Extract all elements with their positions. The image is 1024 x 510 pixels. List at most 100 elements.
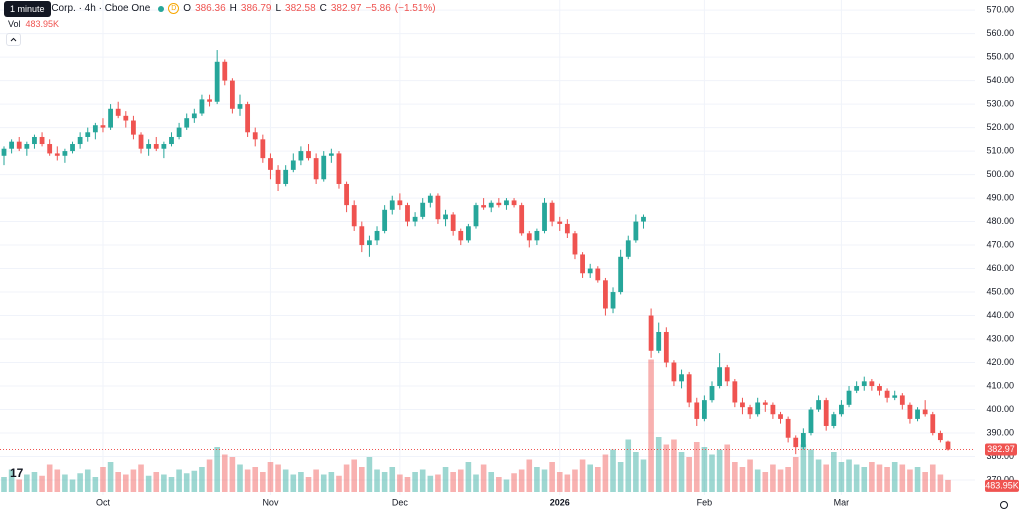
volume-bar [115,472,121,492]
last-price-label: 382.97 [987,444,1015,454]
change-percent: (−1.51%) [394,3,436,14]
symbol-title[interactable]: Microsoft Corp. · 4h · Cboe One [8,3,151,14]
candle-body [488,202,494,208]
volume-bar [914,467,921,492]
candle-body [374,230,380,241]
volume-bar [838,462,845,492]
change: −5.86 [365,3,391,14]
volume-bar [671,439,677,492]
symbol-legend: Microsoft Corp. · 4h · Cboe One D O 386.3… [8,3,436,14]
volume-bar [229,457,236,492]
volume-bar [168,477,175,492]
candle-body [313,158,319,180]
candle-body [839,404,844,415]
candle-body [153,144,159,149]
candle-body [412,216,418,222]
volume-bar [846,459,852,492]
volume-bar [762,472,769,492]
volume-bar [747,459,753,492]
candle-body [435,195,441,220]
candle-body [549,202,555,222]
candle-body [587,268,593,274]
volume-bar [724,444,731,492]
x-tick-label: Mar [834,497,850,507]
candle-body [108,108,113,128]
candle-body [443,214,448,220]
volume-bar [100,467,106,492]
volume-bar [313,469,319,492]
y-tick-label: 480.00 [986,216,1014,226]
candle-body [450,214,456,231]
candle-body [747,407,753,415]
candle-body [481,205,487,208]
ohlc-value: 382.58 [285,3,316,14]
volume-bar [381,472,388,492]
candle-body [138,134,144,149]
candle-body [222,61,228,81]
volume-bar [237,464,243,492]
candle-body [732,381,738,403]
y-tick-label: 570.00 [986,4,1014,14]
volume-bar [252,467,259,492]
volume-bar [922,472,928,492]
volume-bar [24,474,30,492]
candle-body [290,160,296,170]
logo[interactable]: 17 [10,466,24,480]
volume-bar [1,477,7,492]
candle-body [123,115,129,121]
volume-bar [861,467,868,492]
volume-bar [823,464,829,492]
candle-body [252,132,258,140]
candle-body [724,367,730,382]
volume-bar [511,473,517,492]
volume-bar [899,464,906,492]
candle-body [397,200,403,206]
candle-body [755,402,761,415]
volume-bar [465,462,472,492]
x-tick-label: Feb [697,497,713,507]
x-tick-label: Nov [262,497,279,507]
market-status [158,5,165,12]
ohlc-label: L [275,3,282,14]
candle-body [344,183,349,206]
y-tick-label: 460.00 [986,263,1014,273]
candle-body [534,230,540,241]
volume-bar [290,474,297,492]
settings-button[interactable] [1000,501,1008,509]
candle-body [785,418,791,438]
volume-bar [549,462,555,492]
volume-bar [191,470,198,492]
candle-body [146,144,152,149]
ohlc-label: O [183,3,192,14]
candle-body [9,141,15,149]
candle-body [283,169,289,184]
volume-bar [678,452,685,492]
volume-bar [617,462,624,492]
candle-body [24,144,30,149]
candle-body [275,169,281,184]
candle-body [504,200,509,206]
volume-bar [686,457,692,492]
candle-body [846,390,852,405]
last-volume-tag [985,479,1019,492]
collapse-button[interactable] [6,33,21,46]
candle-body [367,240,372,246]
candle-body [770,404,776,415]
candle-body [633,221,639,241]
volume-bar [343,464,350,492]
candle-body [184,118,190,128]
volume-bar [929,464,936,492]
last-price-tag [985,443,1017,456]
volume-bar [123,474,129,492]
candle-body [70,144,75,152]
volume-bar [54,469,61,492]
volume-bar [876,464,883,492]
candle-body [816,400,821,410]
y-tick-label: 420.00 [986,357,1014,367]
volume-bar [69,479,76,492]
ohlc-value: 386.79 [240,3,272,14]
volume-bar [351,459,357,492]
volume-bar [785,467,791,492]
volume-bar [183,473,190,492]
